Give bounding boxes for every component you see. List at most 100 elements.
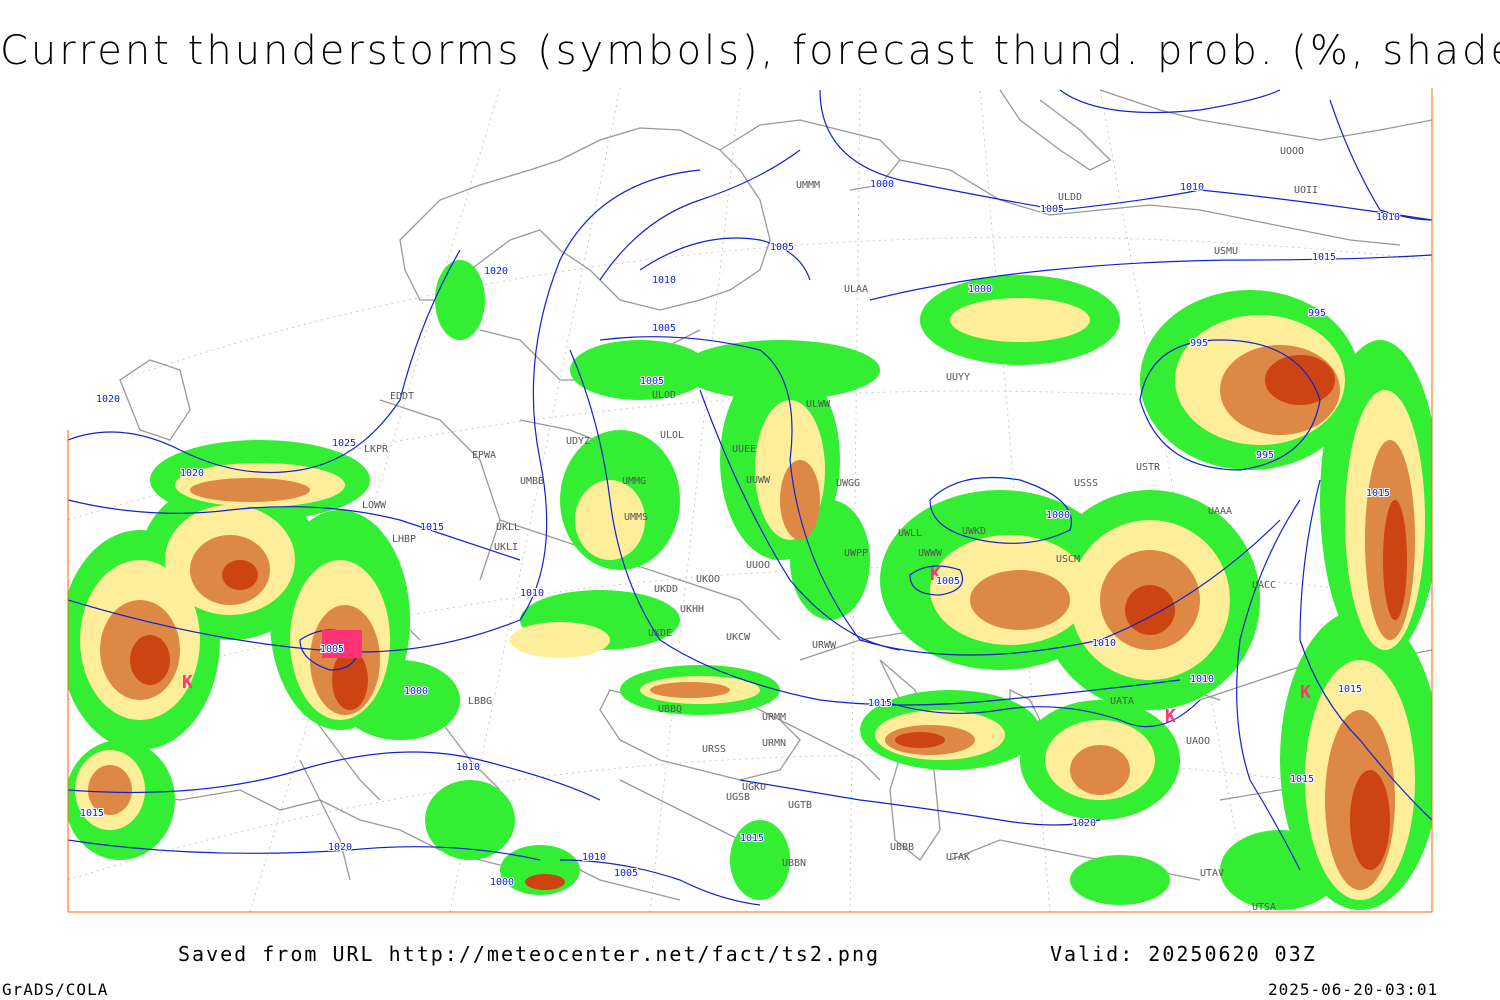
isobar-label: 1000 bbox=[1046, 510, 1070, 521]
station-label: ULDD bbox=[1058, 192, 1082, 203]
storm-cluster-balkans bbox=[322, 630, 362, 658]
station-label: UAOO bbox=[1186, 736, 1210, 747]
station-label: UBBB bbox=[890, 842, 914, 853]
isobar-label: 1015 bbox=[1366, 488, 1390, 499]
station-label: USMU bbox=[1214, 246, 1238, 257]
isobar-label: 1010 bbox=[1376, 212, 1400, 223]
software-credit: GrADS/COLA bbox=[2, 980, 109, 999]
poland-border bbox=[379, 399, 501, 581]
scandinavia-coast bbox=[399, 127, 771, 311]
british-isles bbox=[119, 359, 191, 441]
station-label: UWPP bbox=[844, 548, 868, 559]
station-label: UTAK bbox=[946, 852, 970, 863]
isobar-label: 1005 bbox=[652, 323, 676, 334]
isobar-label: 1010 bbox=[1190, 674, 1214, 685]
station-label: UUWW bbox=[746, 475, 771, 486]
station-label: UMBB bbox=[520, 476, 544, 487]
isobar-label: 1010 bbox=[1180, 182, 1204, 193]
station-label: UDYZ bbox=[566, 436, 590, 447]
storm-symbols: K K K K bbox=[182, 564, 1311, 727]
isobar-label: 995 bbox=[1256, 450, 1274, 461]
station-label: UWGG bbox=[836, 478, 860, 489]
station-label: LOWW bbox=[362, 500, 387, 511]
isobar-label: 1010 bbox=[456, 762, 480, 773]
station-label: UKOO bbox=[696, 574, 720, 585]
station-label: UATA bbox=[1110, 696, 1134, 707]
station-label: URMM bbox=[762, 712, 786, 723]
station-label: UACC bbox=[1252, 580, 1276, 591]
isobar-label: 1015 bbox=[1312, 252, 1336, 263]
station-label: UMMS bbox=[624, 512, 648, 523]
isobar-label: 995 bbox=[1190, 338, 1208, 349]
isobar-label: 1025 bbox=[332, 438, 356, 449]
station-label: UKDE bbox=[648, 628, 672, 639]
italy-coast bbox=[299, 759, 351, 881]
station-label: UMMM bbox=[796, 180, 820, 191]
station-label: UGSB bbox=[726, 792, 750, 803]
isobar-label: 995 bbox=[1308, 308, 1326, 319]
station-label: LKPR bbox=[364, 444, 389, 455]
isobar-label: 1010 bbox=[652, 275, 676, 286]
storm-symbol: K bbox=[1300, 682, 1311, 703]
taymyr-coast bbox=[1099, 89, 1432, 141]
station-label: UKHH bbox=[680, 604, 704, 615]
isobar-label: 1020 bbox=[96, 394, 120, 405]
isobars bbox=[68, 89, 1432, 906]
station-label: ULWW bbox=[806, 399, 831, 410]
isobar-label: 1005 bbox=[320, 644, 344, 655]
station-label: UUOO bbox=[746, 560, 770, 571]
storm-symbol: K bbox=[1165, 706, 1176, 727]
ukraine-border bbox=[499, 519, 781, 641]
station-label: UTSA bbox=[1252, 902, 1276, 913]
station-label: UUYY bbox=[946, 372, 970, 383]
station-label: LHBP bbox=[392, 534, 416, 545]
isobar-label: 1020 bbox=[328, 842, 352, 853]
station-label: UWWW bbox=[918, 548, 943, 559]
station-label: UTAV bbox=[1200, 868, 1224, 879]
isobar-label: 1010 bbox=[520, 588, 544, 599]
isobar-label: 1020 bbox=[1072, 818, 1096, 829]
isobar-label: 1005 bbox=[614, 868, 638, 879]
mediterranean-coast bbox=[68, 779, 681, 901]
station-label: UMMG bbox=[622, 476, 646, 487]
storm-symbol: K bbox=[182, 672, 193, 693]
source-url-text: Saved from URL http://meteocenter.net/fa… bbox=[178, 942, 881, 966]
station-label: URSS bbox=[702, 744, 726, 755]
isobar-label: 1020 bbox=[180, 468, 204, 479]
map-title: Current thunderstorms (symbols), forecas… bbox=[0, 28, 1500, 74]
station-label: UGKO bbox=[742, 782, 766, 793]
station-label: UAAA bbox=[1208, 506, 1232, 517]
isobar-label: 1000 bbox=[870, 179, 894, 190]
arctic-coast bbox=[899, 159, 1401, 246]
station-label: URMN bbox=[762, 738, 786, 749]
isobar-label: 1015 bbox=[420, 522, 444, 533]
station-label: ULAA bbox=[844, 284, 868, 295]
isobar-label: 1005 bbox=[770, 242, 794, 253]
isobar-label: 1000 bbox=[968, 284, 992, 295]
station-label: UKDD bbox=[654, 584, 678, 595]
station-label: UKLI bbox=[494, 542, 518, 553]
valid-time-text: Valid: 20250620 03Z bbox=[1050, 942, 1317, 966]
station-label: URWW bbox=[812, 640, 837, 651]
station-label: USTR bbox=[1136, 462, 1161, 473]
station-label: UWKD bbox=[962, 526, 986, 537]
station-label: UUEE bbox=[732, 444, 756, 455]
isobar-label: 1015 bbox=[740, 833, 764, 844]
prob-max-layer bbox=[130, 355, 1407, 890]
isobar-label: 1000 bbox=[404, 686, 428, 697]
station-label: UOII bbox=[1294, 185, 1318, 196]
kola-coast bbox=[719, 119, 901, 191]
isobar-labels: 1020 1025 1020 1020 1015 1010 1010 1005 1005 1005… bbox=[79, 178, 1401, 889]
storm-symbol: K bbox=[930, 564, 941, 585]
isobar-label: 1015 bbox=[80, 808, 104, 819]
station-label: UBBN bbox=[782, 858, 806, 869]
station-label: EPWA bbox=[472, 450, 496, 461]
isobar-label: 1010 bbox=[582, 852, 606, 863]
station-labels: ULOD ULOL ULWW UUEE UUWW UUOO UMMG UMMS UMBB UKLL… bbox=[362, 146, 1318, 913]
isobar-label: 1005 bbox=[640, 376, 664, 387]
novaya-zemlya bbox=[999, 89, 1112, 171]
isobar-label: 1010 bbox=[1092, 638, 1116, 649]
station-label: UWLL bbox=[898, 528, 922, 539]
station-label: UKLL bbox=[496, 522, 520, 533]
